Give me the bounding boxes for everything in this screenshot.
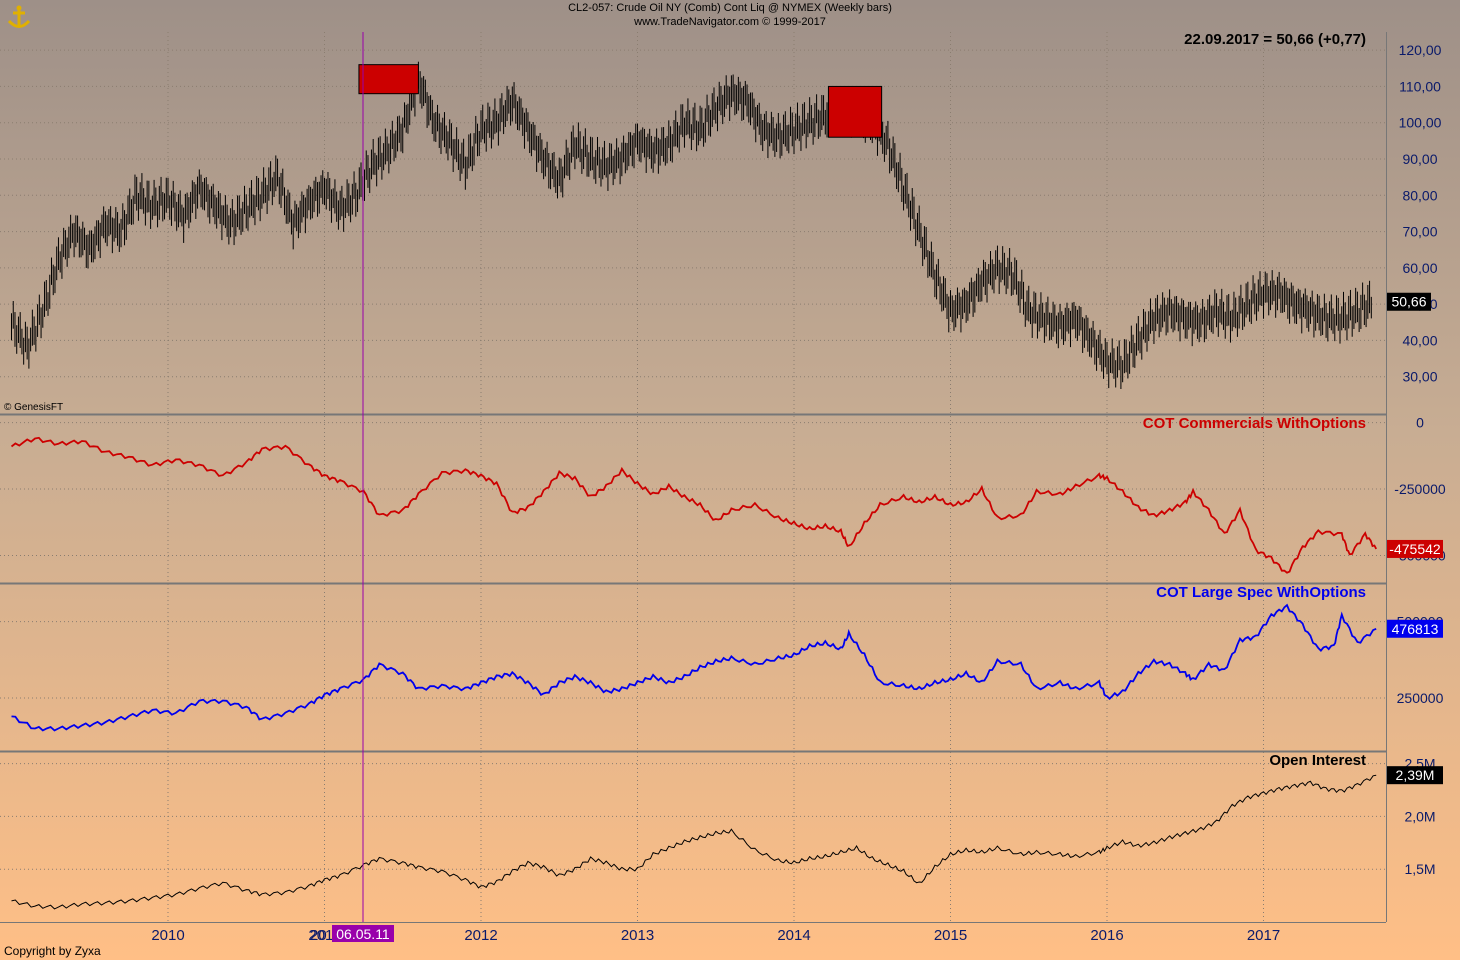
x-tick-label: 2016	[1090, 927, 1123, 944]
commercials-last-value-label: -475542	[1389, 541, 1441, 557]
y-tick-label: 2,0M	[1404, 808, 1435, 824]
y-tick-label: 60,00	[1402, 260, 1437, 276]
largespec-last-value-label: 476813	[1392, 621, 1439, 637]
last-value-tag	[1387, 292, 1431, 311]
last-value-label: 50,66	[1391, 294, 1426, 310]
y-tick-label: 250000	[1397, 690, 1444, 706]
y-tick-label: 70,00	[1402, 224, 1437, 240]
x-tick-label: 2017	[1247, 927, 1280, 944]
y-tick-label: 100,00	[1399, 115, 1442, 131]
anchor-icon	[7, 5, 31, 28]
highlight-box	[358, 64, 419, 95]
y-tick-label: -250000	[1394, 481, 1446, 497]
y-tick-label: 40,00	[1402, 332, 1437, 348]
chart-title: CL2-057: Crude Oil NY (Comb) Cont Liq @ …	[568, 2, 892, 14]
x-tick-label: 2012	[464, 927, 497, 944]
y-tick-label: 80,00	[1402, 187, 1437, 203]
y-tick-label: 90,00	[1402, 151, 1437, 167]
y-tick-label: 30,00	[1402, 369, 1437, 385]
y-tick-label: 120,00	[1399, 42, 1442, 58]
chart-subtitle: www.TradeNavigator.com © 1999-2017	[634, 16, 826, 28]
price-readout: 22.09.2017 = 50,66 (+0,77)	[1184, 31, 1366, 48]
x-tick-label: 2014	[777, 927, 810, 944]
commercials-title: COT Commercials WithOptions	[1143, 415, 1366, 432]
largespec-last-value-tag	[1387, 619, 1443, 638]
openinterest-last-value-tag	[1387, 766, 1443, 785]
highlight-box	[827, 85, 883, 138]
x-tick-label: 2010	[151, 927, 184, 944]
x-tick-label: 2013	[621, 927, 654, 944]
watermark: © GenesisFT	[4, 402, 63, 413]
cursor-year-prefix: 20	[310, 927, 327, 944]
y-tick-label: 110,00	[1399, 78, 1441, 94]
largespec-title: COT Large Spec WithOptions	[1156, 584, 1366, 601]
y-tick-label: 0	[1416, 415, 1424, 431]
commercials-last-value-tag	[1387, 539, 1443, 558]
openinterest-last-value-label: 2,39M	[1396, 767, 1435, 783]
x-tick-label: 2015	[934, 927, 967, 944]
openinterest-title: Open Interest	[1269, 752, 1366, 769]
cursor-date-tag	[332, 925, 394, 942]
openinterest-series-line	[11, 774, 1377, 910]
largespec-series-line	[11, 603, 1377, 732]
copyright-text: Copyright by Zyxa	[4, 944, 101, 958]
commercials-series-line	[10, 436, 1377, 574]
cursor-date-label: 06.05.11	[336, 926, 390, 942]
y-tick-label: 1,5M	[1404, 861, 1435, 877]
